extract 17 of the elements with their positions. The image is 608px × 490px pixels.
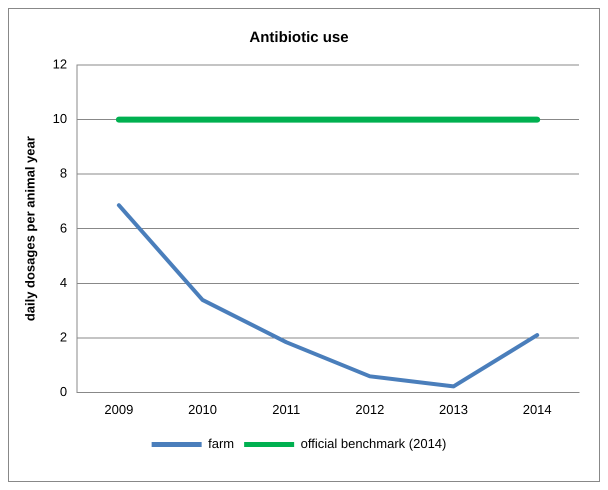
y-tick-label: 12 [52, 56, 68, 72]
x-tick-label: 2014 [522, 402, 552, 417]
y-tick-label: 0 [60, 384, 68, 399]
x-tick-label: 2010 [188, 402, 218, 417]
x-tick-label: 2013 [439, 402, 468, 417]
x-tick-label: 2012 [355, 402, 384, 417]
y-tick-label: 8 [60, 166, 68, 181]
y-tick-label: 6 [60, 220, 68, 236]
legend-label: farm [208, 436, 234, 452]
y-tick-label: 10 [52, 111, 68, 126]
legend-label: official benchmark (2014) [300, 436, 446, 452]
y-tick-label: 2 [60, 329, 68, 344]
y-axis-title: daily dosages per animal year [22, 136, 38, 322]
chart-title: Antibiotic use [249, 29, 349, 46]
x-tick-label: 2009 [104, 402, 134, 417]
x-tick-label: 2011 [272, 402, 300, 417]
y-tick-label: 4 [60, 274, 68, 290]
